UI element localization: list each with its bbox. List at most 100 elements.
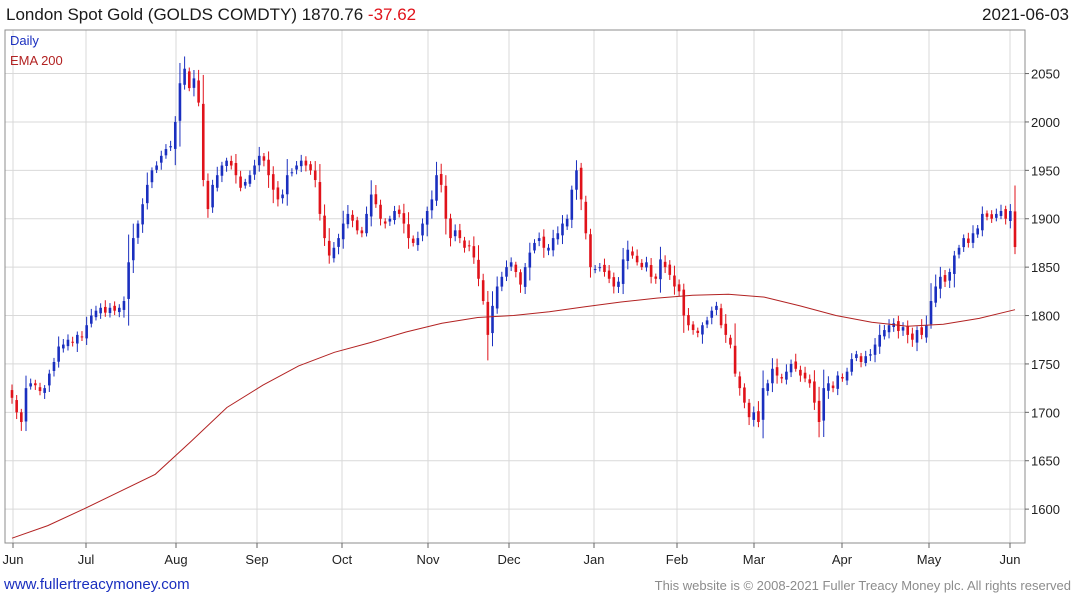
- candle-body: [915, 330, 919, 343]
- candle-body: [794, 361, 798, 369]
- candle-body: [603, 264, 606, 272]
- copyright-notice: This website is © 2008-2021 Fuller Treac…: [654, 578, 1071, 593]
- y-tick-label: 1700: [1031, 405, 1060, 420]
- candle-body: [957, 247, 961, 255]
- title-text: London Spot Gold (GOLDS COMDTY) 1870.76: [6, 5, 364, 24]
- candle-body: [859, 356, 863, 362]
- plot-frame: [4, 29, 1026, 544]
- candle-body: [369, 194, 373, 217]
- candle-body: [435, 175, 438, 201]
- candle-body: [663, 261, 667, 268]
- candle-body: [379, 204, 382, 219]
- y-tick-label: 1800: [1031, 309, 1060, 324]
- candle-body: [145, 184, 149, 204]
- candle-body: [34, 383, 37, 386]
- candle-body: [453, 230, 457, 237]
- candle-body: [122, 301, 126, 310]
- y-tick-label: 1850: [1031, 260, 1060, 275]
- candle-body: [827, 383, 830, 391]
- x-tick-label: Mar: [743, 552, 766, 567]
- x-tick-label: Jun: [3, 552, 24, 567]
- candle-body: [911, 333, 914, 340]
- candle-body: [178, 83, 182, 121]
- candle-body: [38, 387, 42, 392]
- candle-body: [691, 324, 695, 331]
- candle-body: [57, 346, 60, 362]
- candle-body: [90, 315, 93, 324]
- legend-ema-200: EMA 200: [10, 53, 63, 68]
- candle-body: [1009, 211, 1012, 221]
- candle-body: [407, 224, 410, 239]
- x-tick-label: Sep: [245, 552, 268, 567]
- candle-body: [229, 160, 233, 166]
- candle-body: [715, 305, 718, 310]
- candle-body: [383, 221, 387, 224]
- candle-body: [299, 160, 303, 167]
- candle-body: [761, 388, 765, 420]
- candle-body: [458, 230, 462, 239]
- candle-body: [416, 238, 420, 246]
- candle-body: [243, 181, 247, 186]
- candle-body: [257, 155, 261, 166]
- candle-body: [173, 121, 177, 149]
- candle-body: [635, 255, 639, 263]
- candle-body: [547, 247, 550, 251]
- candle-body: [934, 286, 937, 303]
- candle-body: [323, 215, 326, 239]
- candle-body: [355, 220, 359, 231]
- candle-body: [822, 388, 826, 421]
- chart-title: London Spot Gold (GOLDS COMDTY) 1870.76 …: [6, 5, 416, 25]
- candle-body: [318, 182, 322, 214]
- candle-body: [864, 356, 868, 363]
- candle-body: [10, 390, 14, 398]
- candle-body: [519, 272, 522, 285]
- candle-body: [565, 218, 569, 227]
- candle-body: [220, 165, 224, 176]
- y-tick-label: 1650: [1031, 454, 1060, 469]
- candle-body: [775, 367, 779, 376]
- candle-body: [20, 412, 23, 423]
- candle-body: [1004, 209, 1007, 219]
- candle-body: [803, 372, 807, 379]
- candle-body: [551, 238, 555, 251]
- candle-body: [542, 236, 546, 248]
- candle-body: [337, 238, 340, 247]
- candle-body: [430, 199, 434, 211]
- candle-body: [491, 305, 494, 334]
- candle-body: [953, 255, 956, 274]
- candle-body: [878, 334, 882, 347]
- candle-body: [80, 336, 84, 338]
- x-tick-label: Apr: [832, 552, 853, 567]
- candle-body: [192, 78, 196, 88]
- candle-body: [234, 163, 238, 176]
- candle-body: [183, 68, 186, 85]
- candle-body: [304, 160, 308, 166]
- x-tick-label: Jan: [584, 552, 605, 567]
- candle-body: [995, 213, 998, 218]
- legend-daily: Daily: [10, 33, 39, 48]
- candle-body: [1013, 211, 1017, 248]
- x-tick-label: May: [917, 552, 942, 567]
- candle-body: [117, 307, 121, 313]
- candle-body: [962, 238, 965, 248]
- candle-body: [477, 259, 480, 279]
- candle-body: [159, 155, 163, 163]
- website-link[interactable]: www.fullertreacymoney.com: [4, 576, 190, 593]
- y-tick-label: 2000: [1031, 115, 1060, 130]
- candle-body: [668, 264, 672, 275]
- x-axis: Jun Jul Aug Sep Oct Nov Dec Jan Feb Mar Apr May Jun: [3, 543, 1020, 567]
- candle-body: [48, 373, 51, 386]
- candle-body: [785, 371, 788, 380]
- candle-body: [505, 267, 508, 277]
- candle-body: [579, 167, 583, 200]
- candle-body: [225, 160, 228, 167]
- candle-body: [211, 184, 214, 208]
- x-tick-label: Aug: [164, 552, 187, 567]
- candle-body: [920, 327, 923, 335]
- candle-body: [747, 402, 751, 418]
- candle-body: [808, 379, 812, 384]
- candle-body: [845, 371, 849, 381]
- candle-body: [500, 276, 504, 287]
- x-tick-label: Nov: [416, 552, 440, 567]
- y-tick-label: 2050: [1031, 67, 1060, 82]
